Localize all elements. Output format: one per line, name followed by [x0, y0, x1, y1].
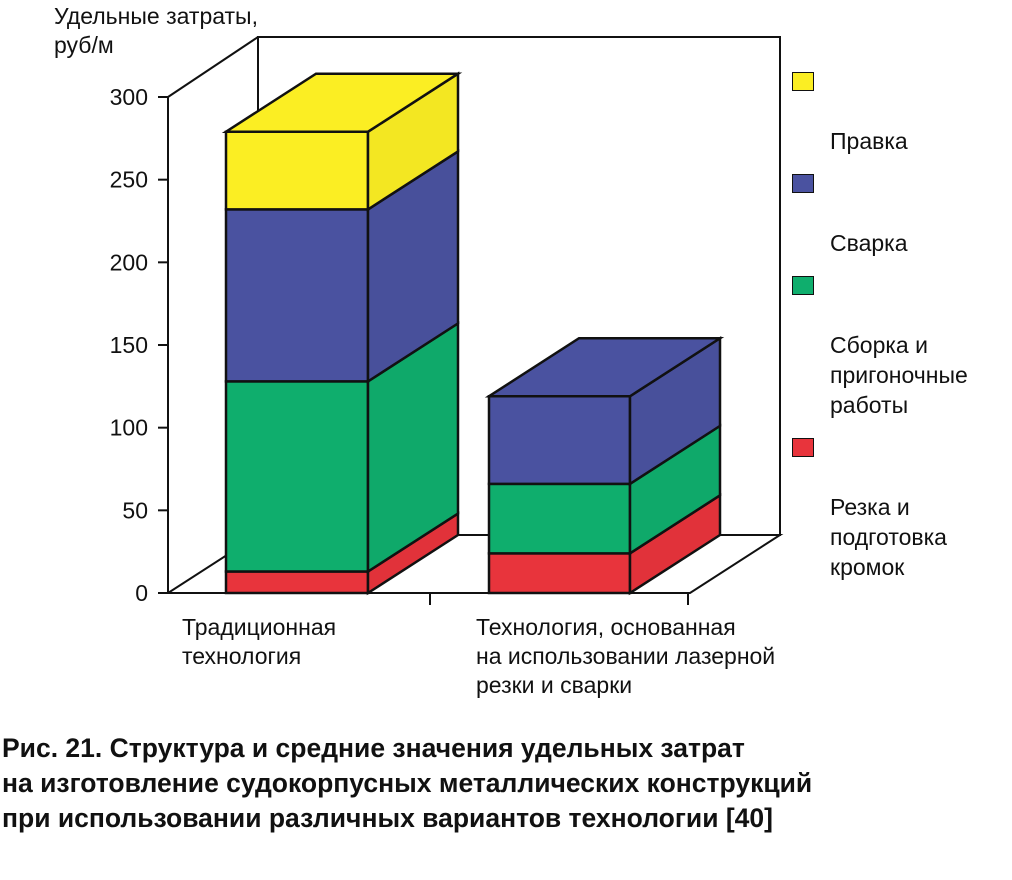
- figure-caption: Рис. 21. Структура и средние значения уд…: [2, 733, 813, 833]
- y-tick-label: 300: [110, 84, 148, 110]
- legend: Правка Сварка Сборка и пригоночные работ…: [792, 66, 1007, 594]
- legend-swatch: [792, 276, 814, 295]
- legend-label: Правка: [830, 128, 908, 154]
- y-tick-label: 100: [110, 415, 148, 441]
- bar-segment-front: [224, 130, 370, 211]
- y-tick-label: 50: [122, 497, 148, 523]
- bar-segment-front: [487, 482, 632, 555]
- category-label-traditional: Традиционная технология: [182, 614, 337, 669]
- bar-segment-front: [487, 552, 632, 595]
- legend-label: Сборка и пригоночные работы: [830, 332, 968, 418]
- legend-item-svarka: Сварка: [792, 168, 1007, 258]
- legend-swatch: [792, 72, 814, 91]
- legend-label: Резка и подготовка кромок: [830, 494, 947, 580]
- legend-swatch: [792, 174, 814, 193]
- bar-segment-front: [487, 395, 632, 486]
- y-tick-label: 150: [110, 332, 148, 358]
- legend-swatch: [792, 438, 814, 457]
- legend-item-sborka: Сборка и пригоночные работы: [792, 270, 1007, 420]
- bar-segment-front: [224, 380, 370, 573]
- legend-label: Сварка: [830, 230, 908, 256]
- side-wall-edge: [167, 36, 259, 98]
- y-tick-label: 200: [110, 249, 148, 275]
- y-tick-label: 250: [110, 167, 148, 193]
- y-tick-label: 0: [135, 580, 148, 606]
- bar-segment-front: [224, 208, 370, 383]
- y-axis-label: Удельные затраты, руб/м: [54, 3, 258, 58]
- bar-segment-front: [224, 570, 370, 595]
- legend-item-rezka: Резка и подготовка кромок: [792, 432, 1007, 582]
- bar-segment-top: [484, 337, 725, 398]
- legend-item-pravka: Правка: [792, 66, 1007, 156]
- category-label-laser: Технология, основанная на использовании …: [476, 614, 776, 698]
- bar-segment-top: [221, 72, 463, 133]
- chart-canvas: 0 50 100 150 200 250 300: [110, 36, 784, 606]
